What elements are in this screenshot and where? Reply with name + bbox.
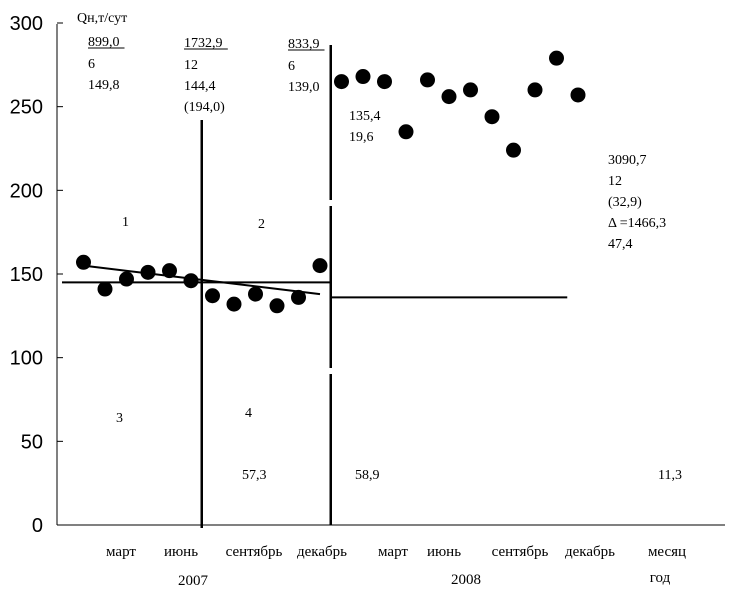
region-label: 2 — [258, 217, 265, 232]
x-tick-label: месяц — [648, 544, 686, 560]
data-point — [484, 109, 500, 125]
data-point — [205, 288, 220, 304]
y-tick-label: 50 — [21, 431, 43, 453]
data-point — [398, 124, 414, 140]
data-point — [527, 82, 543, 98]
annotation-period-2-total: 1732,9 — [184, 36, 223, 51]
annotation-period-3-value: 6 — [288, 59, 295, 74]
annotation-period-5-value: 3090,7 — [608, 153, 647, 168]
data-point — [76, 254, 91, 270]
annotation-period-2-value: (194,0) — [184, 100, 225, 115]
region-label: 3 — [116, 411, 123, 426]
annotation-period-1-total: 899,0 — [88, 35, 120, 50]
x-tick-label: март — [106, 544, 136, 560]
data-point — [291, 289, 306, 305]
y-tick-label: 150 — [10, 264, 43, 286]
annotation-period-4-value: 135,4 — [349, 109, 381, 124]
annotation-period-3-total: 833,9 — [288, 37, 320, 52]
x-tick-labels: март июнь сентябрь декабрь март июнь сентябрь д… — [106, 544, 686, 589]
annotation-period-5-value: 12 — [608, 174, 622, 189]
bottom-value-label: 58,9 — [355, 468, 380, 483]
y-ticks: 0 50 100 150 200 250 300 — [10, 13, 63, 537]
data-point — [420, 72, 435, 88]
annotation-period-4-value: 19,6 — [349, 130, 374, 145]
x-tick-label: сентябрь — [226, 544, 283, 560]
data-point — [355, 69, 371, 85]
annotation-period-5-value: Δ =1466,3 — [608, 216, 666, 231]
data-point — [506, 142, 521, 158]
data-point — [248, 286, 263, 302]
data-point — [377, 74, 392, 90]
x-tick-label: декабрь — [565, 544, 615, 560]
year-label: 2008 — [451, 572, 481, 588]
lines — [62, 45, 568, 528]
y-tick-label: 0 — [32, 515, 43, 537]
data-points — [76, 50, 586, 314]
y-tick-label: 250 — [10, 97, 43, 119]
annotation-period-2-value: 144,4 — [184, 79, 216, 94]
data-point — [119, 271, 134, 287]
annotation-period-5-value: (32,9) — [608, 195, 642, 210]
annotation-period-3-value: 139,0 — [288, 80, 320, 95]
y-tick-label: 100 — [10, 348, 43, 370]
y-axis-label: Qн,т/сут — [77, 11, 127, 26]
annotations: 899,06149,81732,912144,4(194,0)833,96139… — [88, 35, 682, 483]
data-point — [312, 258, 328, 274]
x-tick-label: июнь — [164, 544, 198, 560]
y-tick-label: 300 — [10, 13, 43, 35]
data-point — [183, 273, 199, 289]
x-tick-label: июнь — [427, 544, 461, 560]
x-tick-label: сентябрь — [492, 544, 549, 560]
annotation-period-5-value: 47,4 — [608, 237, 633, 252]
region-label: 4 — [245, 406, 252, 421]
data-point — [140, 264, 156, 280]
annotation-period-1-value: 6 — [88, 57, 95, 72]
data-point — [549, 50, 564, 66]
x-tick-label: декабрь — [297, 544, 347, 560]
region-label: 1 — [122, 215, 129, 230]
data-point — [97, 281, 113, 297]
year-label: год — [650, 570, 671, 586]
bottom-value-label: 11,3 — [658, 468, 682, 483]
data-point — [334, 74, 349, 90]
bottom-value-label: 57,3 — [242, 468, 267, 483]
annotation-period-2-value: 12 — [184, 58, 198, 73]
year-label: 2007 — [178, 573, 209, 589]
data-point — [570, 87, 586, 103]
data-point — [226, 296, 242, 312]
data-point — [463, 82, 478, 98]
data-point — [269, 298, 285, 314]
data-point — [441, 89, 457, 105]
annotation-period-1-value: 149,8 — [88, 78, 120, 93]
data-point — [162, 263, 177, 279]
x-tick-label: март — [378, 544, 408, 560]
y-tick-label: 200 — [10, 180, 43, 202]
